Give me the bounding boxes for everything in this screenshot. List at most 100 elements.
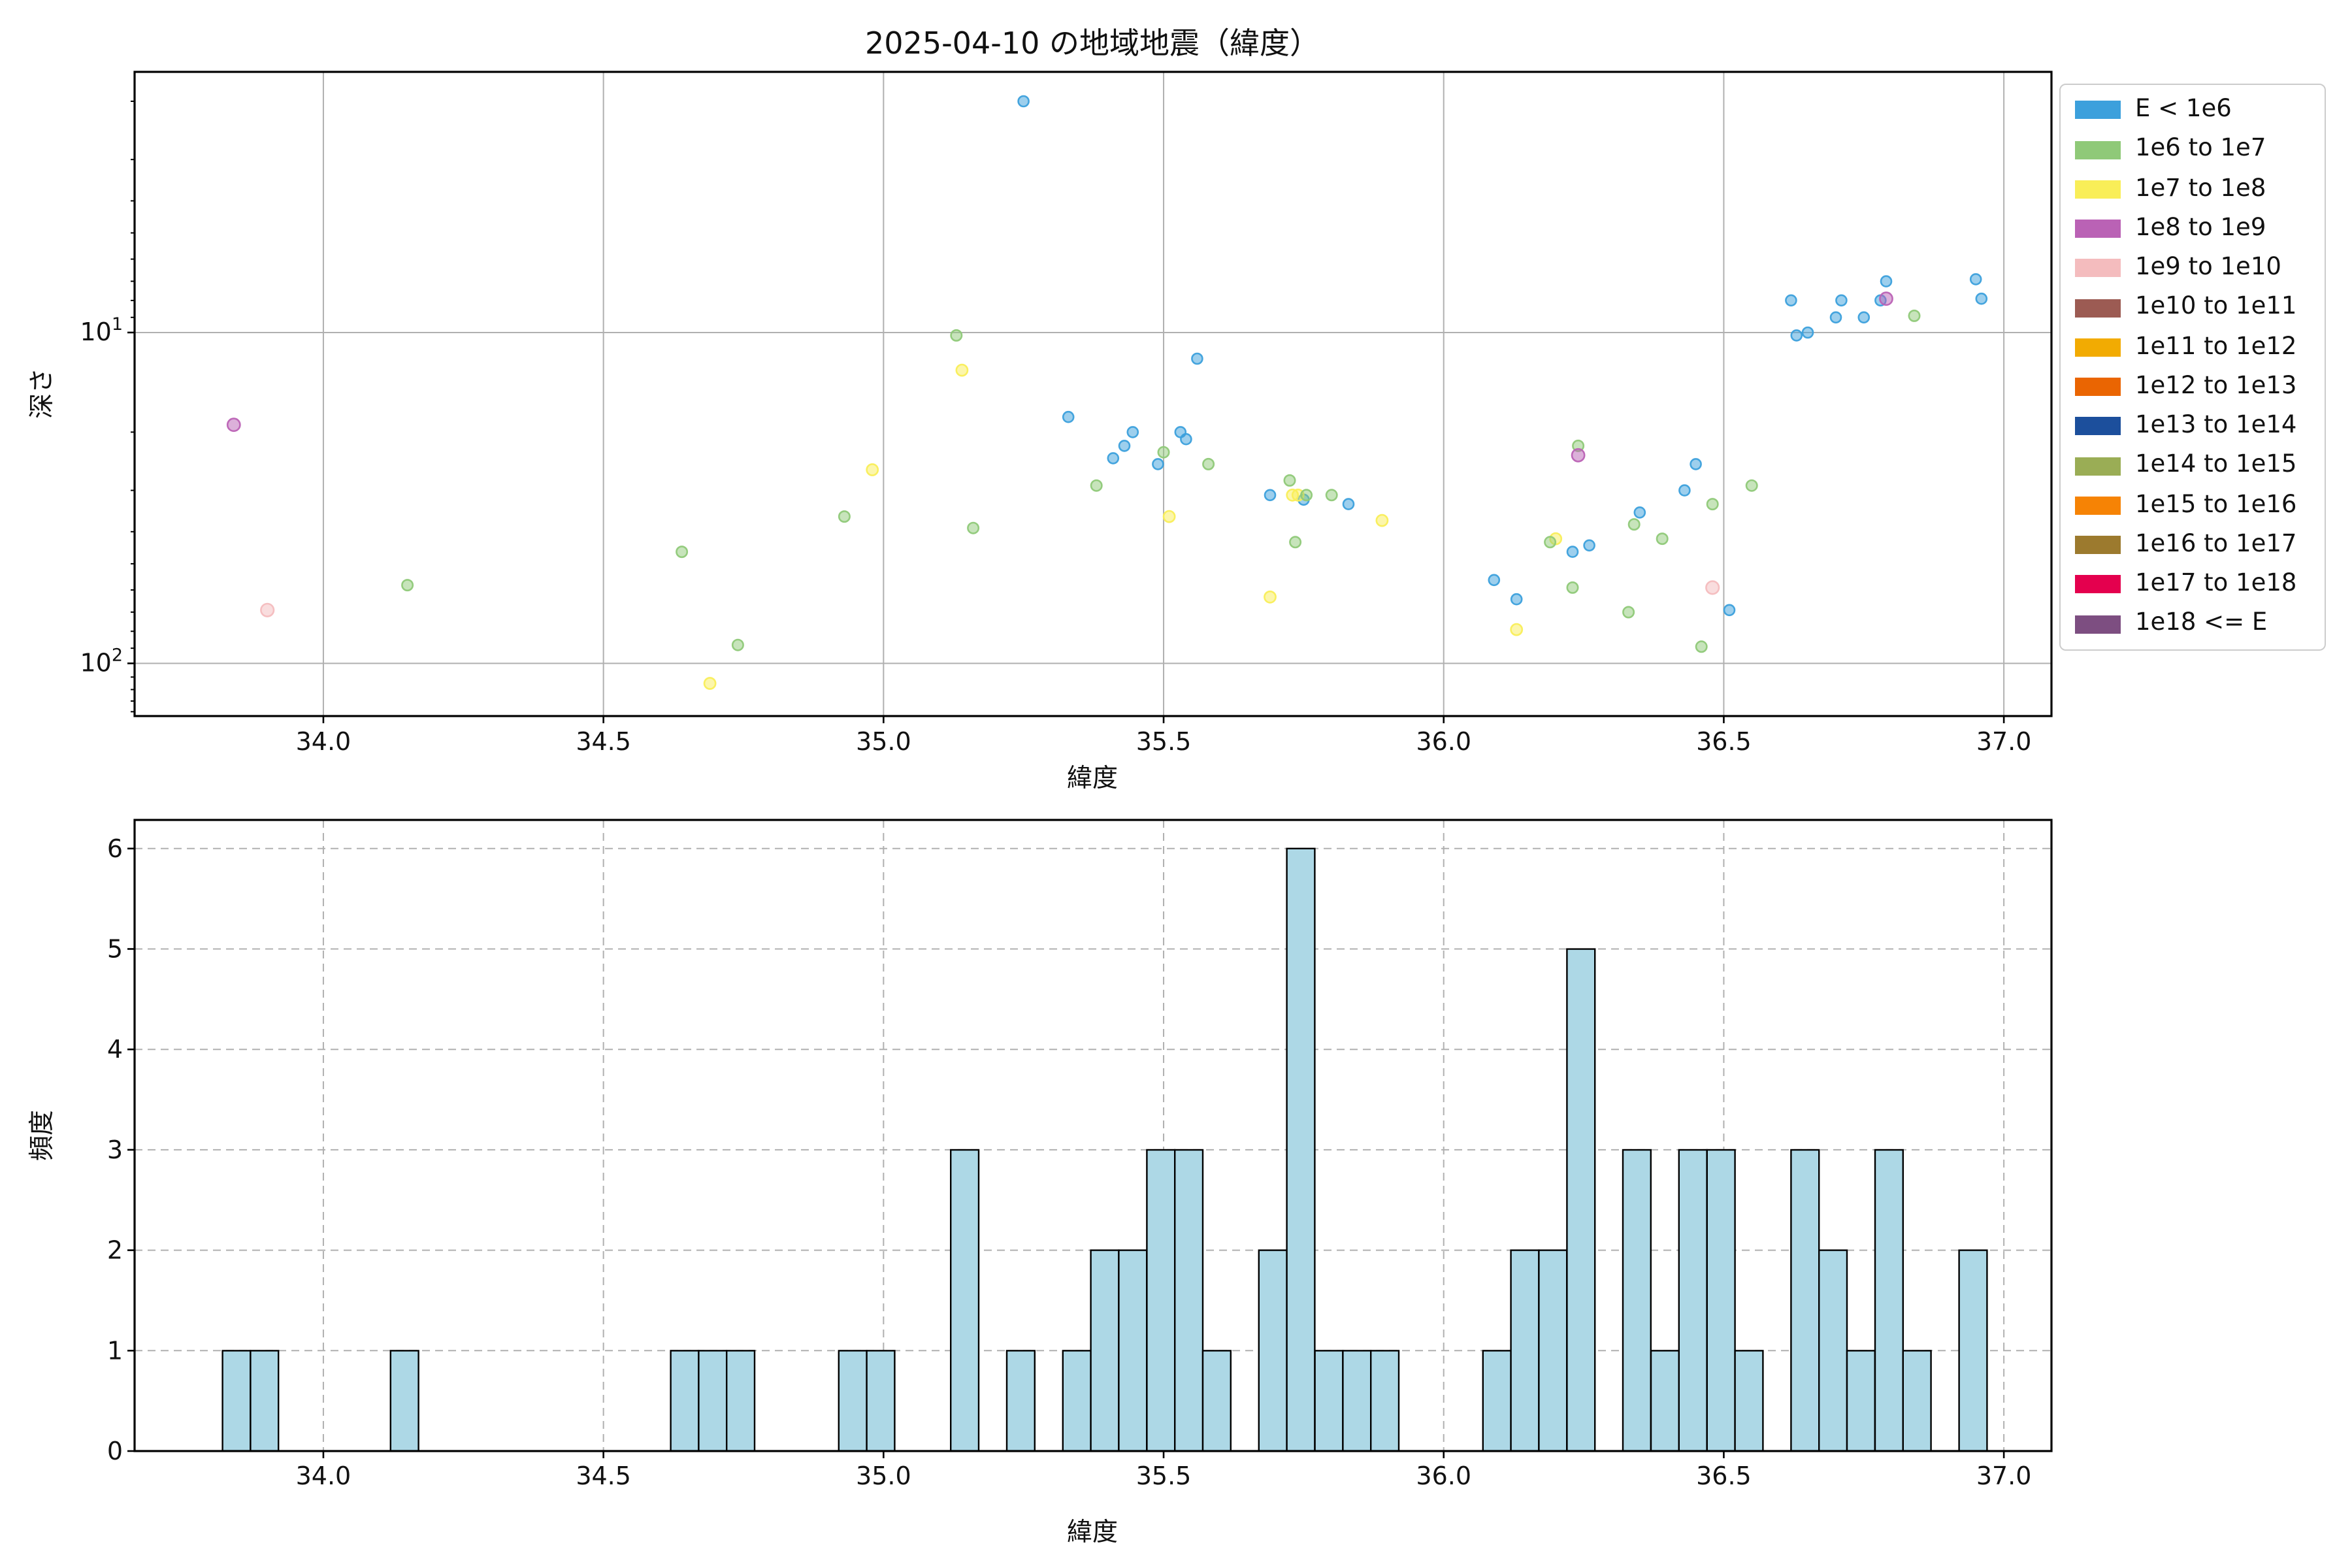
legend-box: E < 1e6 1e6 to 1e7 1e7 to 1e8 1e8 to 1e9 1e9… [2059,84,2326,651]
histogram-y-tick-label: 3 [107,1135,123,1164]
scatter-point [1118,440,1131,452]
histogram-x-tick-label: 36.0 [1416,1462,1471,1490]
scatter-x-tick-label: 35.0 [856,727,911,756]
scatter-axis-ticks [127,100,2005,723]
scatter-point [1835,294,1848,307]
legend-item: 1e11 to 1e12 [2075,335,2310,359]
legend-item: 1e13 to 1e14 [2075,414,2310,438]
scatter-point [260,602,275,617]
scatter-x-tick-label: 36.5 [1696,727,1752,756]
histogram-bar [1678,1149,1708,1452]
scatter-points [226,95,1988,690]
legend-item: 1e17 to 1e18 [2075,572,2310,596]
legend-item: 1e6 to 1e7 [2075,137,2310,162]
scatter-point [1678,484,1691,497]
scatter-point [955,363,969,377]
legend-item-label: 1e9 to 1e10 [2135,253,2281,282]
scatter-point [1705,580,1720,595]
legend-item: 1e14 to 1e15 [2075,451,2310,479]
legend-item-label: 1e12 to 1e13 [2135,372,2297,400]
histogram-bar [1314,1350,1344,1452]
scatter-point [1325,489,1338,502]
histogram-bar [1958,1249,1988,1452]
histogram-bar [1510,1249,1540,1452]
legend-item-label: 1e8 to 1e9 [2135,214,2266,242]
scatter-point [1510,623,1524,636]
histogram-x-axis-label: 緯度 [1066,1517,1119,1547]
scatter-point [1180,433,1192,446]
legend-color-swatch [2075,575,2121,594]
scatter-point [1375,514,1389,527]
scatter-x-tick-label: 35.5 [1136,727,1192,756]
histogram-y-tick-label: 1 [107,1336,123,1365]
histogram-bar [1005,1350,1036,1452]
histogram-bar [866,1350,896,1452]
legend-item: 1e7 to 1e8 [2075,174,2310,203]
histogram-bar [1342,1350,1372,1452]
scatter-point [1107,452,1120,465]
scatter-point [1152,458,1164,470]
legend-item-label: 1e16 to 1e17 [2135,530,2297,558]
scatter-point [1062,410,1075,423]
scatter-point [1342,498,1355,510]
scatter-point [1695,640,1708,653]
histogram-y-tick-label: 2 [107,1236,123,1265]
histogram-bar [1846,1350,1876,1452]
histogram-bar [949,1149,980,1452]
histogram-x-tick-label: 34.0 [296,1462,351,1490]
scatter-point [1583,539,1595,552]
scatter-point [676,546,689,559]
legend-item-label: 1e14 to 1e15 [2135,451,2297,479]
legend-color-swatch [2075,378,2121,397]
histogram-bar [250,1350,280,1452]
histogram-y-tick-label: 0 [107,1437,123,1465]
scatter-point [1627,518,1641,531]
legend-color-swatch [2075,496,2121,515]
histogram-bar [725,1350,756,1452]
scatter-x-tick-label: 37.0 [1976,727,2032,756]
histogram-bar [1146,1149,1176,1452]
scatter-point [1566,546,1579,558]
histogram-bar [838,1350,868,1452]
scatter-point [1633,506,1646,519]
histogram-y-axis-label: 頻度 [27,1109,57,1162]
scatter-point [1264,590,1277,604]
scatter-point [1126,426,1139,438]
histogram-y-tick-label: 6 [107,834,123,863]
histogram-bar [1369,1350,1400,1452]
legend-item-label: 1e7 to 1e8 [2135,174,2266,203]
scatter-tick-labels: 34.0 34.5 35.0 35.5 36.0 36.5 37.0 101 102 [80,314,2031,756]
histogram-bar [1706,1149,1736,1452]
scatter-point [866,463,879,476]
scatter-y-tick-label: 101 [80,314,123,346]
histogram-x-tick-label: 34.5 [576,1462,631,1490]
scatter-point [1202,457,1215,470]
legend-item: 1e8 to 1e9 [2075,214,2310,242]
histogram-y-tick-label: 4 [107,1035,123,1064]
scatter-point [1829,311,1842,324]
legend-color-swatch [2075,417,2121,436]
legend-item-label: 1e11 to 1e12 [2135,333,2297,361]
scatter-point [1801,326,1814,339]
scatter-point [1157,446,1170,459]
histogram-bar [1118,1249,1148,1452]
scatter-point [1566,581,1579,594]
histogram-bar [389,1350,419,1452]
chart-title: 2025-04-10 の地域地震（緯度） [865,27,1320,61]
legend-item-label: 1e18 <= E [2135,609,2268,637]
legend-item: E < 1e6 [2075,97,2310,122]
scatter-point [1162,510,1176,523]
scatter-point [967,521,980,534]
scatter-y-tick-label: 102 [80,645,123,677]
legend-color-swatch [2075,536,2121,555]
scatter-point [1857,311,1870,324]
scatter-point [1969,273,1982,286]
histogram-plot-frame [133,819,2053,1452]
histogram-x-tick-label: 37.0 [1976,1462,2032,1490]
histogram-bar [1258,1249,1288,1452]
histogram-bar [1566,948,1596,1452]
scatter-point [703,677,717,690]
histogram-bar [1090,1249,1120,1452]
